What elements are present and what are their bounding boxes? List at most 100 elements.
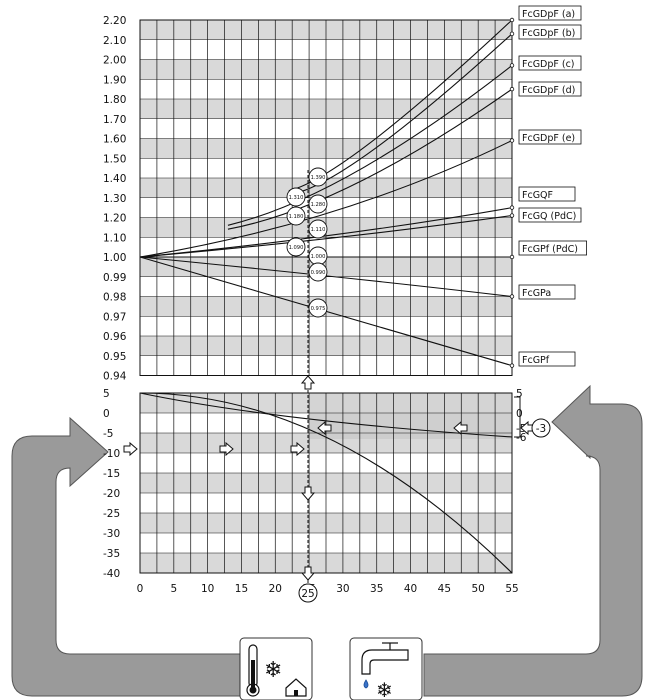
y-tick-label: 0.97 xyxy=(103,311,126,323)
curve-line xyxy=(288,33,513,196)
value-marker xyxy=(308,167,328,187)
y-tick-label: 1.90 xyxy=(103,74,126,86)
y-tick-label: 0.96 xyxy=(103,331,127,343)
curve-label: FcGPa xyxy=(522,288,551,299)
curve-label-box xyxy=(518,240,587,256)
value-marker-label: 1.280 xyxy=(311,202,326,208)
y-tick-label: 0 xyxy=(103,408,110,420)
right-tick-label: 5 xyxy=(516,388,523,400)
curve-label: FcGDpF (c) xyxy=(522,59,575,70)
thermometer-snowflake-house-icon: ❄ xyxy=(239,637,313,700)
arrow-left-icon xyxy=(317,420,332,436)
arrow-right-icon xyxy=(290,441,305,457)
circulation-arrow-right xyxy=(423,384,643,697)
y-tick-label: -25 xyxy=(103,508,120,520)
snowflake-icon: ❄ xyxy=(376,678,393,700)
right-axis: 5 0 -5-6 xyxy=(516,388,527,444)
curve-label: FcGQF xyxy=(522,190,553,201)
top-chart-frame xyxy=(139,19,513,376)
curve-label-box xyxy=(518,81,582,97)
right-axis-bracket xyxy=(514,396,521,438)
curve-line xyxy=(139,214,513,258)
y-tick-label: 1.80 xyxy=(103,94,126,106)
value-marker xyxy=(308,262,328,282)
right-tick-label: 0 xyxy=(516,408,523,420)
shaded-range-region-upper xyxy=(310,393,512,439)
arrow-right-icon xyxy=(219,441,234,457)
y-tick-label: -30 xyxy=(103,528,120,540)
selected-x-label: 25 xyxy=(301,588,314,600)
curve-end-dot xyxy=(509,17,515,23)
curve-label: FcGDpF (b) xyxy=(522,28,575,39)
bottom-y-axis: 5 0 -5 -10 -15 -20 -25 -30 -35 -40 xyxy=(103,388,120,580)
curve-line xyxy=(139,256,513,298)
arrow-down-icon xyxy=(300,486,316,501)
flow-arrows xyxy=(123,375,535,581)
value-marker-label: 0.975 xyxy=(311,306,326,312)
right-tick-label: -6 xyxy=(516,432,527,444)
y-tick-label: 1.30 xyxy=(103,193,126,205)
value-marker-label: 1.000 xyxy=(311,254,326,260)
selected-x-marker: 25 xyxy=(298,583,318,603)
y-tick-label: 0.99 xyxy=(103,272,126,284)
y-tick-label: -20 xyxy=(103,488,120,500)
curve-line xyxy=(139,392,513,438)
y-tick-label: 1.50 xyxy=(103,153,126,165)
curve-label: FcGDpF (e) xyxy=(522,133,575,144)
x-tick-label: 45 xyxy=(438,583,451,595)
y-tick-label: -5 xyxy=(103,428,113,440)
y-tick-label: 0.95 xyxy=(103,351,126,363)
curve-label-box xyxy=(518,129,582,145)
curve-end-dot xyxy=(509,86,515,92)
value-marker xyxy=(308,298,328,318)
curve-line xyxy=(139,256,513,367)
y-tick-label: 2.20 xyxy=(103,15,126,27)
x-tick-label: 55 xyxy=(505,583,518,595)
arrow-left-icon xyxy=(453,420,468,436)
curve-label-box xyxy=(518,207,582,223)
curve-label-box xyxy=(518,284,576,300)
value-marker xyxy=(286,237,306,257)
curve-line xyxy=(139,207,513,258)
top-y-axis: 2.20 2.10 2.00 1.90 1.80 1.70 1.60 1.50 1.40 1.30… xyxy=(103,15,127,383)
y-tick-label: 1.70 xyxy=(103,114,126,126)
curve-line xyxy=(227,64,513,226)
curve-end-dot xyxy=(509,63,515,68)
value-marker xyxy=(286,206,306,226)
x-axis: 0510152025303540455055 xyxy=(137,583,519,595)
value-marker-label: 1.180 xyxy=(289,214,304,220)
value-markers: 1.390 1.310 1.280 1.180 1.110 1.090 1.000 0.990… xyxy=(286,167,328,318)
curve-line xyxy=(139,392,513,574)
arrow-up-icon xyxy=(300,375,316,390)
curve-end-dot xyxy=(509,213,515,218)
curve-line xyxy=(288,19,513,192)
value-marker-label: 1.110 xyxy=(311,227,326,233)
y-tick-label: 1.10 xyxy=(103,232,126,244)
value-marker-label: 0.990 xyxy=(311,270,326,276)
curve-end-dot xyxy=(509,294,515,299)
faucet-water-snowflake-icon: ❄ xyxy=(349,637,423,700)
right-tick-label: -5 xyxy=(516,423,526,435)
value-marker xyxy=(286,187,306,207)
value-marker-label: 1.390 xyxy=(311,175,326,181)
arrow-down-icon xyxy=(300,566,316,581)
x-tick-label: 0 xyxy=(137,583,144,595)
y-tick-label: -35 xyxy=(103,548,120,560)
y-tick-label: 1.40 xyxy=(103,173,126,185)
curve-label: FcGDpF (d) xyxy=(522,85,575,96)
curve-end-dot xyxy=(509,363,515,368)
x-tick-label: 15 xyxy=(235,583,248,595)
bottom-chart-frame xyxy=(139,392,513,574)
y-tick-label: 1.00 xyxy=(103,252,126,264)
arrow-right-icon xyxy=(123,441,138,457)
curve-line xyxy=(139,139,513,258)
curve-labels: FcGDpF (a) FcGDpF (b) FcGDpF (c) FcGDpF (d)… xyxy=(518,5,587,367)
y-tick-label: 1.20 xyxy=(103,213,126,225)
y-tick-label: 0.98 xyxy=(103,292,126,304)
curve-label-box xyxy=(518,351,576,367)
x-tick-label: 5 xyxy=(170,583,177,595)
y-tick-label: 0.94 xyxy=(103,371,127,383)
curve-label-box xyxy=(518,5,582,21)
curve-end-dot xyxy=(509,31,515,37)
